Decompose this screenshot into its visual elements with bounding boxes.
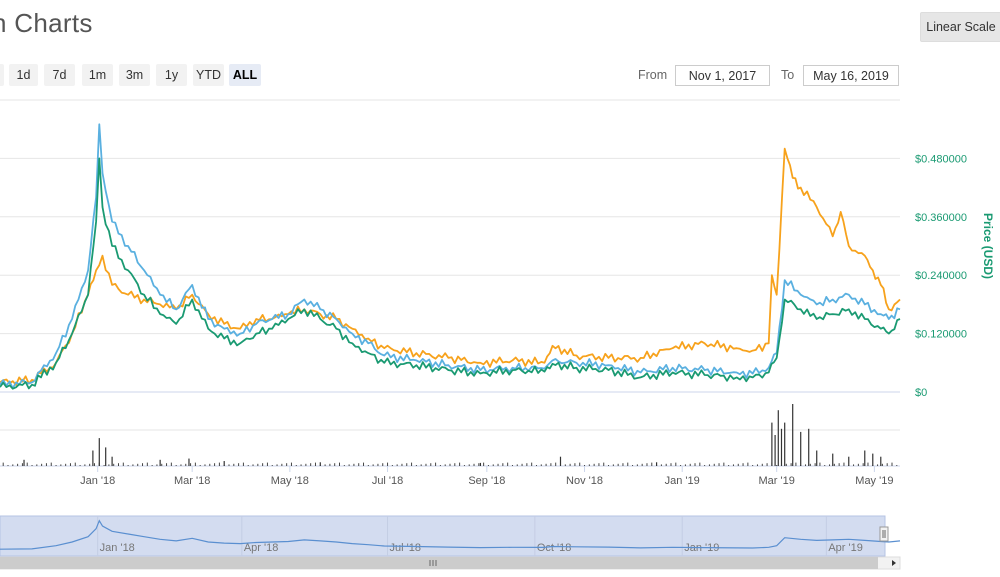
zoom-button-all[interactable]: ALL [229, 64, 261, 86]
series-line-green[interactable] [0, 157, 901, 390]
y-tick-label: $0.240000 [915, 270, 967, 282]
from-date-input[interactable]: Nov 1, 2017 [675, 65, 770, 86]
x-tick-label: Jan '18 [80, 475, 115, 487]
zoom-button-1y[interactable]: 1y [156, 64, 187, 86]
x-tick-label: Jan '19 [665, 475, 700, 487]
x-tick-label: Sep '18 [468, 475, 505, 487]
navigator-tick-label: Jul '18 [390, 542, 421, 554]
scrollbar-thumb[interactable] [0, 557, 878, 569]
linear-scale-button[interactable]: Linear Scale [920, 12, 1000, 42]
y-tick-label: $0.480000 [915, 153, 967, 165]
from-label: From [638, 68, 668, 82]
zoom-button-7d[interactable]: 7d [44, 64, 75, 86]
x-tick-label: May '19 [855, 475, 893, 487]
zoom-button-ytd[interactable]: YTD [193, 64, 224, 86]
navigator-tick-label: Jan '18 [100, 542, 135, 554]
navigator-handle[interactable] [879, 526, 889, 542]
navigator-window[interactable] [0, 515, 886, 557]
x-tick-label: Mar '19 [759, 475, 795, 487]
zoom-button-3m[interactable]: 3m [119, 64, 150, 86]
navigator-tick-label: Apr '18 [244, 542, 279, 554]
x-tick-label: May '18 [271, 475, 309, 487]
series-line-orange[interactable] [0, 147, 901, 386]
y-axis-label: Price (USD) [981, 213, 995, 279]
y-tick-label: $0.120000 [915, 329, 967, 341]
zoom-button-1d[interactable]: 1d [9, 64, 38, 86]
scrollbar-right-arrow-icon[interactable] [892, 560, 896, 566]
y-tick-label: $0 [915, 387, 927, 399]
y-tick-label: $0.360000 [915, 212, 967, 224]
zoom-button-n[interactable]: n [0, 64, 4, 86]
to-label: To [781, 68, 795, 82]
to-date-input[interactable]: May 16, 2019 [803, 65, 899, 86]
x-tick-label: Nov '18 [566, 475, 603, 487]
zoom-button-1m[interactable]: 1m [82, 64, 113, 86]
navigator-tick-label: Apr '19 [828, 542, 863, 554]
x-tick-label: Mar '18 [174, 475, 210, 487]
navigator-tick-label: Oct '18 [537, 542, 572, 554]
series-line-blue[interactable] [0, 123, 901, 390]
x-tick-label: Jul '18 [372, 475, 403, 487]
page-title: n Charts [0, 8, 93, 38]
navigator-line [0, 519, 901, 550]
